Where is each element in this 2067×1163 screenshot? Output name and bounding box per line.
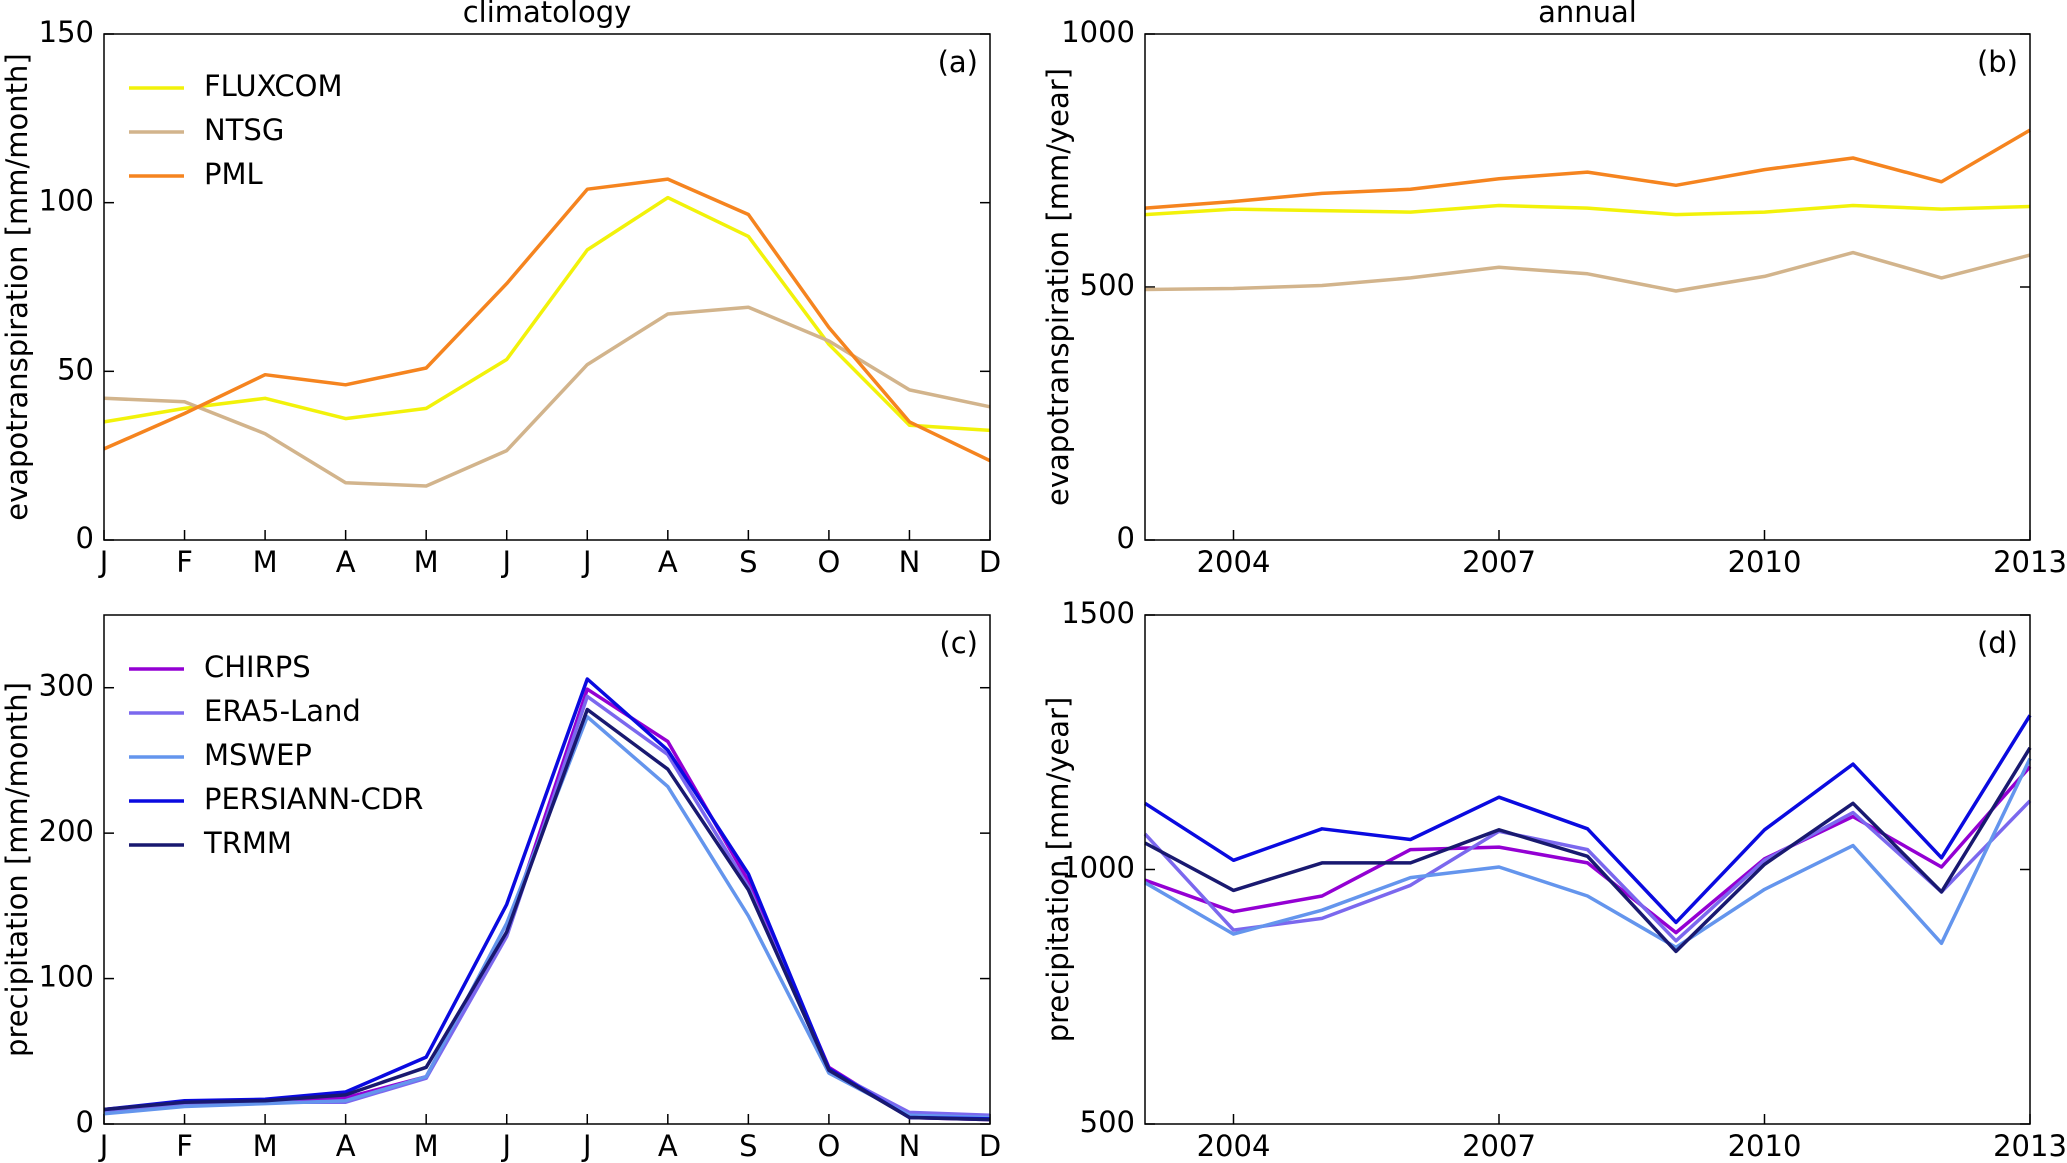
panel-label: (d) — [1977, 626, 2018, 660]
y-tick-label: 300 — [39, 669, 94, 703]
x-tick-label: J — [98, 1129, 109, 1163]
y-axis-label: precipitation [mm/year] — [1041, 697, 1075, 1043]
data-line — [103, 707, 991, 1122]
x-tick-label: J — [581, 545, 592, 579]
panel-label: (c) — [939, 626, 978, 660]
y-tick-label: 1500 — [1061, 596, 1135, 630]
x-tick-label: N — [899, 545, 921, 579]
data-line — [103, 195, 991, 433]
x-tick-label: 2004 — [1197, 1129, 1271, 1163]
axes-frame — [103, 614, 991, 1125]
data-line — [1144, 714, 2032, 925]
column-title: climatology — [463, 0, 632, 29]
x-tick-label: A — [336, 1129, 356, 1163]
legend-label: FLUXCOM — [204, 69, 342, 103]
legend-label: CHIRPS — [204, 650, 311, 684]
data-line — [1144, 250, 2031, 293]
x-tick-label: O — [817, 545, 840, 579]
legend-label: ERA5-Land — [204, 694, 361, 728]
x-tick-label: J — [581, 1129, 592, 1163]
x-tick-label: F — [176, 1129, 193, 1163]
x-tick-label: M — [414, 1129, 439, 1163]
data-line — [103, 177, 991, 463]
y-tick-label: 500 — [1080, 1105, 1135, 1139]
data-line — [1144, 746, 2032, 954]
panel-label: (b) — [1977, 45, 2018, 79]
y-tick-label: 1000 — [1061, 851, 1135, 885]
x-tick-label: A — [658, 545, 678, 579]
data-line — [1144, 757, 2032, 950]
data-line — [103, 715, 991, 1120]
data-line — [1143, 799, 2032, 943]
y-axis-label: evapotranspiration [mm/year] — [1041, 68, 1075, 506]
x-tick-label: 2007 — [1462, 545, 1536, 579]
x-tick-label: J — [500, 1129, 511, 1163]
y-tick-label: 0 — [76, 1105, 94, 1139]
column-title: annual — [1538, 0, 1637, 29]
axes-frame — [103, 33, 991, 541]
x-tick-label: 2004 — [1197, 545, 1271, 579]
axes-frame — [1144, 614, 2031, 1125]
legend-label: PML — [204, 157, 263, 191]
legend-label: MSWEP — [204, 738, 312, 772]
x-tick-label: S — [739, 545, 757, 579]
x-tick-label: 2010 — [1728, 1129, 1802, 1163]
x-tick-label: O — [817, 1129, 840, 1163]
y-tick-label: 0 — [1117, 521, 1135, 555]
x-tick-label: D — [979, 545, 1001, 579]
axes-frame — [1144, 33, 2031, 541]
x-tick-label: F — [176, 545, 193, 579]
x-tick-label: 2007 — [1462, 1129, 1536, 1163]
y-tick-label: 50 — [57, 352, 94, 386]
x-tick-label: M — [414, 545, 439, 579]
y-tick-label: 100 — [39, 184, 94, 218]
x-tick-label: N — [899, 1129, 921, 1163]
y-tick-label: 200 — [39, 814, 94, 848]
x-tick-label: 2013 — [1993, 545, 2067, 579]
legend-label: TRMM — [203, 826, 292, 860]
y-tick-label: 1000 — [1061, 15, 1135, 49]
x-tick-label: M — [253, 1129, 278, 1163]
data-line — [1144, 128, 2031, 210]
x-tick-label: J — [98, 545, 109, 579]
x-tick-label: 2013 — [1993, 1129, 2067, 1163]
panel-label: (a) — [938, 45, 978, 79]
legend-label: PERSIANN-CDR — [204, 782, 423, 816]
y-axis-label: precipitation [mm/month] — [0, 682, 34, 1057]
x-tick-label: D — [979, 1129, 1001, 1163]
x-tick-label: J — [500, 545, 511, 579]
x-tick-label: S — [739, 1129, 757, 1163]
x-tick-label: M — [253, 545, 278, 579]
y-axis-label: evapotranspiration [mm/month] — [0, 53, 34, 520]
y-tick-label: 150 — [39, 15, 94, 49]
x-tick-label: 2010 — [1728, 545, 1802, 579]
data-line — [103, 305, 991, 488]
legend-label: NTSG — [204, 113, 284, 147]
y-tick-label: 0 — [76, 521, 94, 555]
x-tick-label: A — [658, 1129, 678, 1163]
y-tick-label: 100 — [39, 960, 94, 994]
y-tick-label: 500 — [1080, 268, 1135, 302]
x-tick-label: A — [336, 545, 356, 579]
data-line — [1144, 203, 2031, 217]
